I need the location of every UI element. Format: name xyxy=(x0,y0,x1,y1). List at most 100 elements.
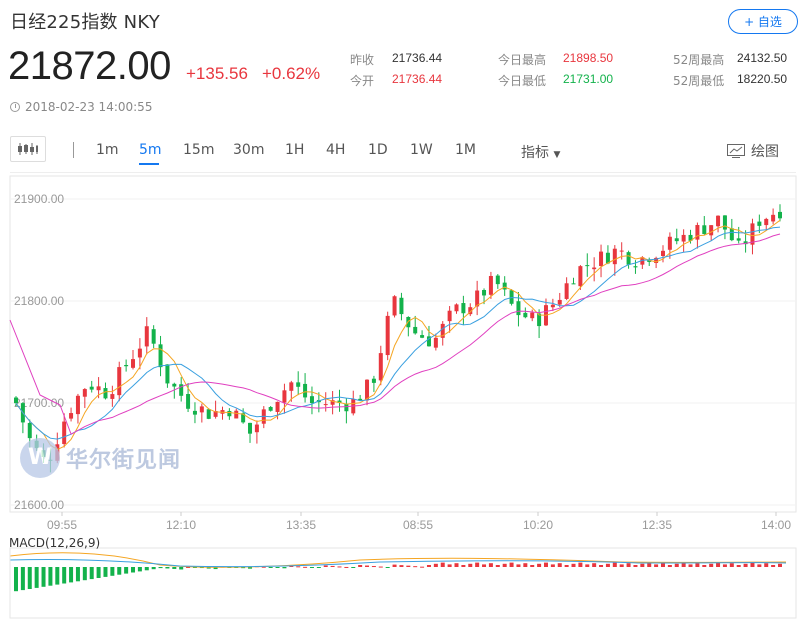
candle-body xyxy=(158,344,163,368)
stat-value: 21736.44 xyxy=(392,51,443,65)
timeframe-5m[interactable]: 5m xyxy=(139,142,162,158)
candle-body xyxy=(764,218,769,226)
candle-body xyxy=(227,410,232,417)
macd-bar xyxy=(268,567,273,568)
candle-body xyxy=(282,390,287,403)
macd-bar xyxy=(261,566,266,568)
macd-bar xyxy=(530,565,535,567)
macd-bar xyxy=(158,567,163,569)
stat-value: 24132.50 xyxy=(737,51,788,65)
candle-body xyxy=(27,422,32,439)
candle-body xyxy=(206,409,211,419)
candle-body xyxy=(674,238,679,242)
stat-label: 52周最低 xyxy=(673,74,725,88)
macd-bar xyxy=(654,564,659,567)
macd-bar xyxy=(309,567,314,568)
draw-tool-button[interactable]: 绘图 xyxy=(727,141,779,161)
y-tick-label: 21700.00 xyxy=(14,396,64,410)
macd-bar xyxy=(55,567,60,585)
candle-body xyxy=(268,407,273,411)
candle-body xyxy=(137,348,142,358)
macd-bar xyxy=(89,567,94,580)
ma5-line xyxy=(15,219,781,451)
macd-bar xyxy=(640,563,645,567)
candle-body xyxy=(557,299,562,305)
candle-body xyxy=(585,265,590,267)
chart-type-button[interactable] xyxy=(10,136,46,162)
candle-body xyxy=(248,422,253,434)
candle-body xyxy=(365,379,370,401)
candle-body xyxy=(619,250,624,252)
timeframe-1w[interactable]: 1W xyxy=(410,142,433,158)
macd-bar xyxy=(337,566,342,568)
macd-bar xyxy=(151,567,156,570)
timeframe-1m[interactable]: 1M xyxy=(455,142,476,158)
macd-bar xyxy=(729,563,734,567)
macd-bar xyxy=(523,563,528,567)
stat-label: 今日最低 xyxy=(498,74,547,88)
chart-frame xyxy=(9,175,797,513)
macd-bar xyxy=(282,567,287,569)
macd-bar xyxy=(509,562,514,567)
macd-bar xyxy=(660,563,665,567)
candle-body xyxy=(82,389,87,397)
candle-body xyxy=(117,367,122,396)
macd-bar xyxy=(475,562,480,567)
candle-body xyxy=(14,397,18,404)
candle-body xyxy=(495,275,500,285)
macd-bar xyxy=(647,562,652,567)
timeframe-1m[interactable]: 1m xyxy=(96,142,119,158)
macd-bar xyxy=(48,567,53,586)
candle-body xyxy=(626,252,631,265)
add-watchlist-button[interactable]: + 自选 xyxy=(728,9,798,34)
candle-body xyxy=(151,329,156,344)
candle-body xyxy=(110,394,115,399)
macd-bar xyxy=(241,567,246,569)
candle-body xyxy=(702,225,707,234)
timeframe-1h[interactable]: 1H xyxy=(285,142,305,158)
timeframe-15m[interactable]: 15m xyxy=(183,142,215,158)
macd-label: MACD(12,26,9) xyxy=(9,536,101,550)
candle-body xyxy=(605,252,610,264)
macd-bar xyxy=(688,564,693,567)
timeframe-1d[interactable]: 1D xyxy=(368,142,388,158)
macd-bar xyxy=(564,565,569,567)
timeframe-30m[interactable]: 30m xyxy=(233,142,265,158)
timeframe-4h[interactable]: 4H xyxy=(326,142,346,158)
macd-bar xyxy=(103,567,108,577)
candle-body xyxy=(447,310,452,322)
indicator-menu[interactable]: 指标 ▼ xyxy=(521,145,561,161)
active-timeframe-indicator xyxy=(139,163,159,165)
macd-bar xyxy=(371,566,376,568)
macd-bar xyxy=(358,565,363,567)
candle-body xyxy=(599,251,604,267)
macd-dea-line xyxy=(9,558,787,568)
macd-bar xyxy=(117,567,122,575)
macd-bar xyxy=(674,563,679,567)
ma10-line xyxy=(15,226,781,440)
candle-body xyxy=(709,225,714,236)
macd-frame xyxy=(9,547,797,619)
macd-bar xyxy=(62,567,67,584)
macd-bar xyxy=(771,565,776,567)
candle-body xyxy=(523,312,528,318)
y-tick-label: 21900.00 xyxy=(14,192,64,206)
candle-body xyxy=(344,403,349,412)
stat-3: 今日最低 21731.00 xyxy=(498,72,613,89)
macd-bar xyxy=(778,563,782,567)
macd-bar xyxy=(344,566,349,568)
macd-bar xyxy=(619,564,624,567)
macd-bar xyxy=(303,566,308,568)
macd-bar xyxy=(757,564,762,567)
candle-body xyxy=(633,266,638,268)
macd-bar xyxy=(543,562,548,567)
candle-body xyxy=(660,250,665,256)
stat-label: 今日最高 xyxy=(498,53,547,67)
macd-bar xyxy=(131,567,136,573)
candle-body xyxy=(530,312,535,319)
x-tick-label: 13:35 xyxy=(286,518,316,532)
stat-label: 昨收 xyxy=(350,53,375,67)
y-tick-label: 21800.00 xyxy=(14,294,64,308)
macd-bar xyxy=(502,563,507,567)
